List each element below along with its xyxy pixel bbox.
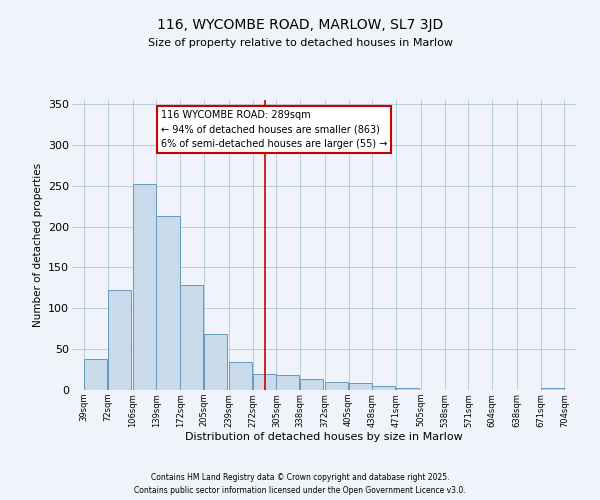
Bar	[253, 374, 275, 390]
Text: Contains public sector information licensed under the Open Government Licence v3: Contains public sector information licen…	[134, 486, 466, 495]
Text: Contains HM Land Registry data © Crown copyright and database right 2025.: Contains HM Land Registry data © Crown c…	[151, 472, 449, 482]
Bar	[157, 216, 179, 390]
Text: 116, WYCOMBE ROAD, MARLOW, SL7 3JD: 116, WYCOMBE ROAD, MARLOW, SL7 3JD	[157, 18, 443, 32]
Text: Size of property relative to detached houses in Marlow: Size of property relative to detached ho…	[148, 38, 452, 48]
Bar	[325, 382, 348, 390]
Bar	[277, 376, 299, 390]
Bar	[84, 359, 107, 390]
Bar	[204, 334, 227, 390]
X-axis label: Distribution of detached houses by size in Marlow: Distribution of detached houses by size …	[185, 432, 463, 442]
Bar	[181, 284, 203, 390]
Bar	[108, 290, 131, 390]
Bar	[133, 184, 156, 390]
Y-axis label: Number of detached properties: Number of detached properties	[32, 163, 43, 327]
Bar	[300, 378, 323, 390]
Bar	[229, 362, 252, 390]
Bar	[396, 388, 419, 390]
Bar	[349, 382, 371, 390]
Bar	[541, 388, 564, 390]
Text: 116 WYCOMBE ROAD: 289sqm
← 94% of detached houses are smaller (863)
6% of semi-d: 116 WYCOMBE ROAD: 289sqm ← 94% of detach…	[161, 110, 387, 150]
Bar	[373, 386, 395, 390]
